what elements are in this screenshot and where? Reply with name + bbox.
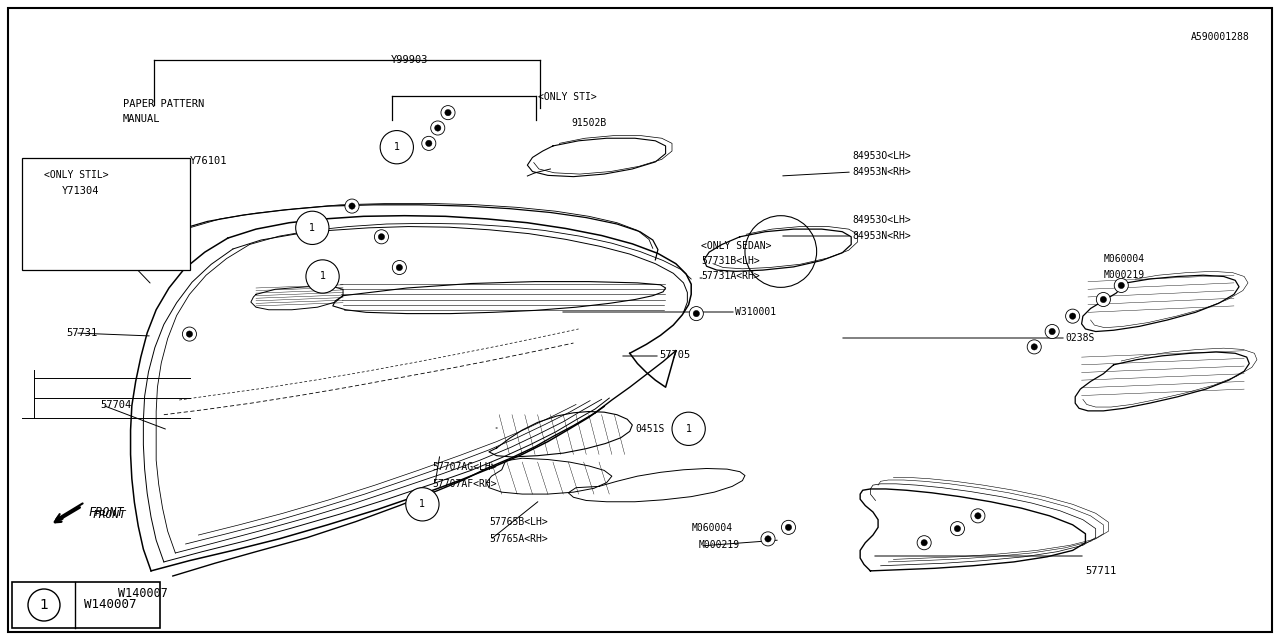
Circle shape — [422, 136, 436, 150]
Circle shape — [1050, 328, 1055, 335]
Circle shape — [349, 203, 355, 209]
Circle shape — [416, 496, 430, 510]
Circle shape — [1070, 313, 1075, 319]
Circle shape — [393, 260, 407, 275]
Text: 1: 1 — [320, 271, 325, 282]
Text: 1: 1 — [40, 598, 49, 612]
Text: M060004: M060004 — [1103, 254, 1144, 264]
Text: FRONT: FRONT — [92, 510, 125, 520]
Circle shape — [406, 488, 439, 521]
Text: <ONLY SEDAN>: <ONLY SEDAN> — [701, 241, 772, 251]
Text: W140007: W140007 — [84, 598, 137, 611]
Text: 57707AF<RH>: 57707AF<RH> — [433, 479, 497, 489]
Text: 1: 1 — [686, 424, 691, 434]
Text: 57711: 57711 — [1085, 566, 1116, 576]
Text: 1: 1 — [394, 142, 399, 152]
Text: 1: 1 — [310, 223, 315, 233]
Circle shape — [1044, 324, 1059, 339]
Circle shape — [922, 540, 927, 546]
Text: 57705: 57705 — [659, 350, 690, 360]
Circle shape — [346, 199, 360, 213]
Text: 84953N<RH>: 84953N<RH> — [852, 166, 911, 177]
Circle shape — [685, 420, 699, 435]
Text: PAPER PATTERN: PAPER PATTERN — [123, 99, 204, 109]
Text: M060004: M060004 — [691, 523, 732, 533]
Circle shape — [1101, 296, 1106, 303]
Circle shape — [397, 264, 402, 271]
Text: 0238S: 0238S — [1065, 333, 1094, 343]
Circle shape — [435, 125, 440, 131]
Circle shape — [762, 532, 776, 546]
Text: 57765A<RH>: 57765A<RH> — [489, 534, 548, 544]
Circle shape — [306, 260, 339, 293]
Text: 57731B<LH>: 57731B<LH> — [701, 256, 760, 266]
Circle shape — [690, 307, 704, 321]
Circle shape — [694, 310, 699, 317]
Circle shape — [1119, 282, 1124, 289]
Circle shape — [375, 230, 389, 244]
Text: 84953O<LH>: 84953O<LH> — [852, 215, 911, 225]
Text: 91502B: 91502B — [571, 118, 607, 128]
Circle shape — [1114, 278, 1129, 292]
Text: Y99903: Y99903 — [390, 54, 428, 65]
Bar — [12, 582, 160, 628]
Text: <ONLY STI>: <ONLY STI> — [538, 92, 596, 102]
Text: Y71304: Y71304 — [61, 186, 99, 196]
Circle shape — [672, 412, 705, 445]
Text: M000219: M000219 — [699, 540, 740, 550]
Text: 1: 1 — [420, 499, 425, 509]
Text: 84953O<LH>: 84953O<LH> — [852, 151, 911, 161]
Circle shape — [420, 500, 425, 506]
Text: 57731A<RH>: 57731A<RH> — [701, 271, 760, 282]
Circle shape — [183, 327, 197, 341]
Circle shape — [1028, 340, 1042, 354]
Circle shape — [975, 513, 980, 519]
Text: FRONT: FRONT — [88, 506, 124, 518]
Circle shape — [955, 525, 960, 532]
Circle shape — [296, 211, 329, 244]
Text: Y76101: Y76101 — [189, 156, 227, 166]
Circle shape — [1032, 344, 1037, 350]
Text: A590001288: A590001288 — [1190, 32, 1249, 42]
Circle shape — [918, 536, 932, 550]
Circle shape — [431, 121, 445, 135]
Circle shape — [1096, 292, 1110, 307]
Text: W140007: W140007 — [118, 588, 168, 600]
Circle shape — [1065, 309, 1079, 323]
Circle shape — [426, 140, 431, 147]
Text: W310001: W310001 — [735, 307, 776, 317]
Circle shape — [786, 524, 791, 531]
Circle shape — [782, 520, 796, 534]
Text: 84953N<RH>: 84953N<RH> — [852, 230, 911, 241]
Text: 57707AG<LH>: 57707AG<LH> — [433, 461, 497, 472]
Circle shape — [972, 509, 986, 523]
Circle shape — [440, 106, 456, 120]
Text: 57731: 57731 — [67, 328, 97, 338]
Bar — [22, 158, 189, 270]
Text: 57704: 57704 — [100, 400, 131, 410]
Circle shape — [951, 522, 965, 536]
Text: <ONLY STIL>: <ONLY STIL> — [44, 170, 108, 180]
Text: MANUAL: MANUAL — [123, 114, 160, 124]
Circle shape — [765, 536, 771, 542]
Circle shape — [689, 424, 694, 431]
Circle shape — [380, 131, 413, 164]
Text: 0451S: 0451S — [635, 424, 664, 434]
Circle shape — [187, 331, 192, 337]
Text: M000219: M000219 — [1103, 270, 1144, 280]
Text: 57765B<LH>: 57765B<LH> — [489, 516, 548, 527]
Circle shape — [28, 589, 60, 621]
Circle shape — [445, 109, 451, 116]
Circle shape — [379, 234, 384, 240]
